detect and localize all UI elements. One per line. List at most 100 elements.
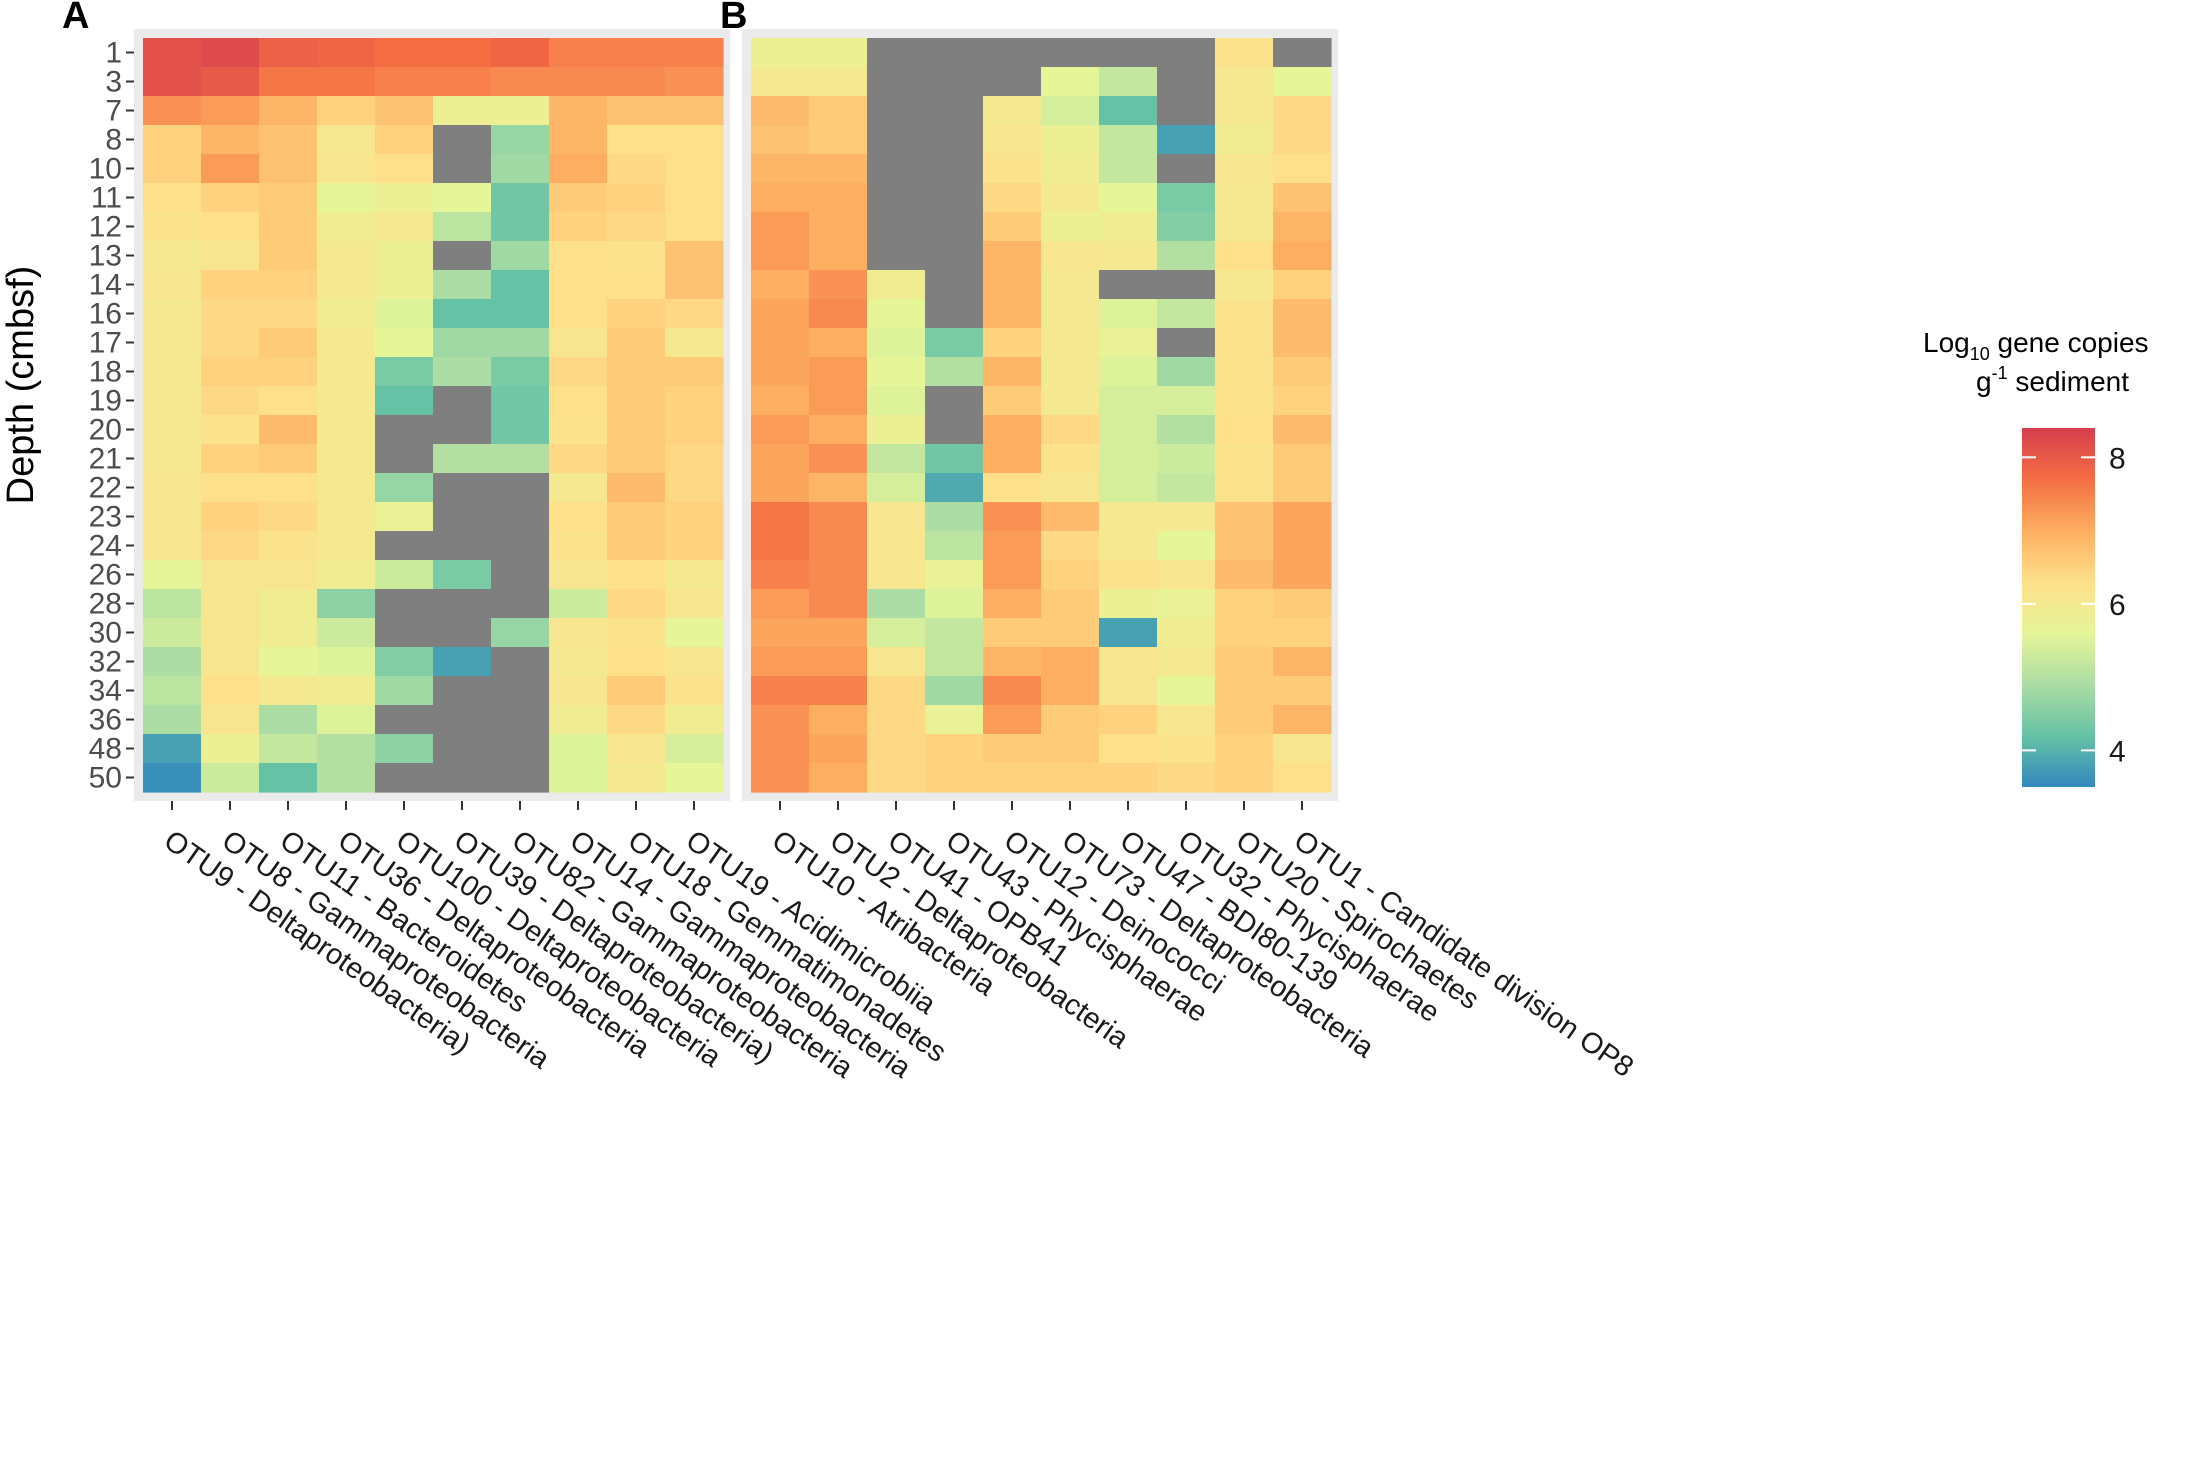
heatmap-cell — [607, 241, 666, 271]
heatmap-cell — [143, 212, 202, 242]
heatmap-cell — [143, 38, 202, 68]
heatmap-cell — [1099, 38, 1158, 68]
heatmap-cell — [1099, 386, 1158, 416]
heatmap-cell — [1041, 589, 1100, 619]
heatmap-cell — [491, 357, 550, 387]
heatmap-cell — [491, 560, 550, 590]
heatmap-cell — [433, 38, 492, 68]
panel-label: A — [62, 0, 89, 37]
heatmap-cell — [549, 618, 608, 648]
heatmap-cell — [375, 96, 434, 126]
heatmap-cell — [1041, 734, 1100, 764]
heatmap-cell — [607, 763, 666, 793]
heatmap-cell — [259, 67, 318, 97]
heatmap-cell — [809, 212, 868, 242]
heatmap-cell — [375, 270, 434, 300]
heatmap-cell — [1157, 560, 1216, 590]
heatmap-cell — [317, 357, 376, 387]
heatmap-cell — [549, 328, 608, 358]
heatmap-cell — [809, 705, 868, 735]
heatmap-cell — [491, 618, 550, 648]
heatmap-cell — [1215, 502, 1274, 532]
heatmap-cell — [665, 96, 724, 126]
heatmap-cell — [983, 299, 1042, 329]
heatmap-cell — [1157, 212, 1216, 242]
heatmap-cell — [1273, 154, 1332, 184]
heatmap-cell — [491, 444, 550, 474]
heatmap-cell — [925, 38, 984, 68]
heatmap-cell — [1157, 357, 1216, 387]
heatmap-cell — [1215, 531, 1274, 561]
heatmap-cell — [665, 270, 724, 300]
heatmap-cell — [201, 183, 260, 213]
heatmap-cell — [433, 183, 492, 213]
heatmap-cell — [143, 647, 202, 677]
heatmap-cell — [1273, 618, 1332, 648]
heatmap-cell — [201, 444, 260, 474]
legend-color-bar — [2022, 428, 2095, 787]
heatmap-cell — [317, 299, 376, 329]
heatmap-cell — [607, 154, 666, 184]
heatmap-cell — [201, 705, 260, 735]
heatmap-cell — [143, 473, 202, 503]
heatmap-cell — [375, 212, 434, 242]
heatmap-cell — [665, 734, 724, 764]
heatmap-cell — [317, 183, 376, 213]
heatmap-cell — [143, 328, 202, 358]
heatmap-cell — [1215, 125, 1274, 155]
heatmap-cell — [983, 444, 1042, 474]
heatmap-cell — [491, 676, 550, 706]
heatmap-cell — [491, 183, 550, 213]
heatmap-cell — [201, 125, 260, 155]
heatmap-cell — [259, 183, 318, 213]
heatmap-cell — [1099, 270, 1158, 300]
heatmap-cell — [1041, 560, 1100, 590]
heatmap-cell — [1215, 299, 1274, 329]
heatmap-cell — [809, 560, 868, 590]
heatmap-cell — [925, 531, 984, 561]
heatmap-cell — [201, 154, 260, 184]
heatmap-cell — [1099, 125, 1158, 155]
y-tick-label: 32 — [89, 646, 122, 679]
heatmap-cell — [259, 647, 318, 677]
heatmap-cell — [491, 154, 550, 184]
heatmap-cell — [751, 183, 810, 213]
heatmap-cell — [1273, 67, 1332, 97]
heatmap-cell — [317, 473, 376, 503]
heatmap-cell — [867, 386, 926, 416]
heatmap-cell — [259, 96, 318, 126]
heatmap-cell — [549, 125, 608, 155]
heatmap-cell — [867, 357, 926, 387]
heatmap-cell — [143, 415, 202, 445]
heatmap-cell — [549, 734, 608, 764]
heatmap-cell — [433, 560, 492, 590]
heatmap-cell — [1099, 357, 1158, 387]
heatmap-cell — [1273, 270, 1332, 300]
heatmap-cell — [259, 444, 318, 474]
heatmap-cell — [751, 270, 810, 300]
heatmap-cell — [983, 647, 1042, 677]
heatmap-cell — [665, 589, 724, 619]
heatmap-cell — [549, 560, 608, 590]
heatmap-cell — [925, 386, 984, 416]
heatmap-cell — [1273, 647, 1332, 677]
y-tick-label: 16 — [89, 298, 122, 331]
heatmap-cell — [1099, 96, 1158, 126]
heatmap-cell — [259, 154, 318, 184]
heatmap-cell — [983, 154, 1042, 184]
heatmap-cell — [317, 154, 376, 184]
heatmap-cell — [201, 270, 260, 300]
heatmap-cell — [809, 676, 868, 706]
heatmap-cell — [1273, 560, 1332, 590]
heatmap-cell — [925, 763, 984, 793]
heatmap-cell — [809, 125, 868, 155]
heatmap-cell — [607, 647, 666, 677]
heatmap-cell — [751, 386, 810, 416]
heatmap-cell — [925, 473, 984, 503]
heatmap-cell — [1215, 270, 1274, 300]
heatmap-cell — [607, 38, 666, 68]
heatmap-cell — [549, 531, 608, 561]
heatmap-cell — [1215, 183, 1274, 213]
heatmap-cell — [607, 502, 666, 532]
heatmap-cell — [1157, 676, 1216, 706]
